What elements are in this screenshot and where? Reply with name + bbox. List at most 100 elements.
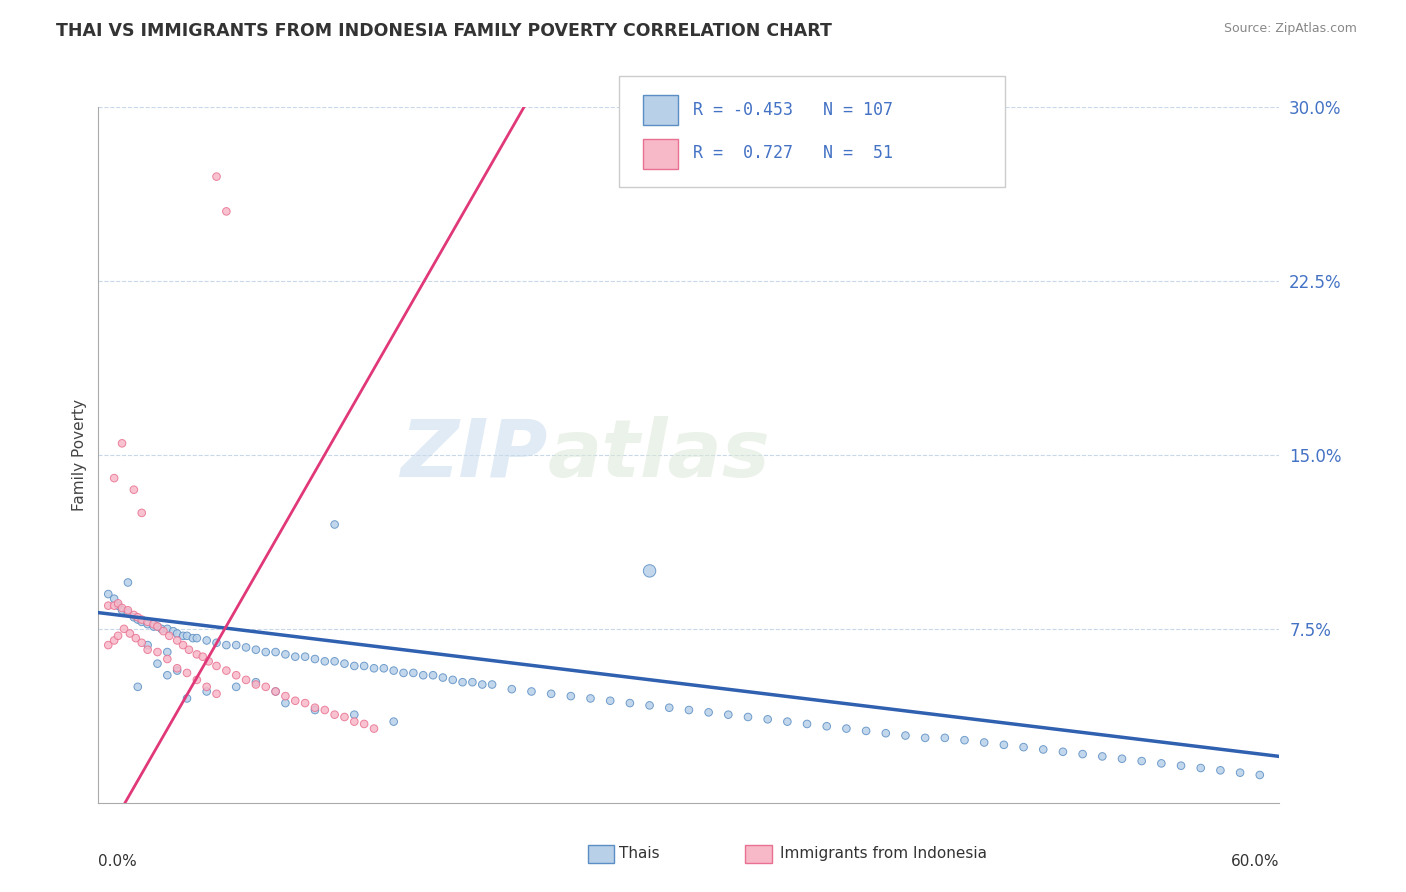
Point [186, 631, 208, 645]
Point [103, 471, 125, 485]
Point [181, 631, 204, 645]
Point [294, 649, 316, 664]
Point [136, 617, 159, 632]
Point [284, 694, 307, 708]
Point [973, 735, 995, 749]
Point [737, 710, 759, 724]
Point [97, 587, 120, 601]
Text: 0.0%: 0.0% [98, 854, 138, 869]
Point [225, 680, 247, 694]
Point [195, 684, 218, 698]
Text: R =  0.727   N =  51: R = 0.727 N = 51 [693, 145, 893, 162]
Point [855, 723, 877, 738]
Point [1052, 745, 1074, 759]
Point [111, 436, 134, 450]
Point [142, 619, 165, 633]
Point [127, 610, 149, 624]
Point [156, 668, 179, 682]
Point [215, 638, 238, 652]
Point [501, 682, 523, 697]
Point [638, 698, 661, 713]
Point [205, 169, 228, 184]
Point [284, 649, 307, 664]
Text: Source: ZipAtlas.com: Source: ZipAtlas.com [1223, 22, 1357, 36]
Point [264, 645, 287, 659]
Point [343, 659, 366, 673]
Point [441, 673, 464, 687]
Point [314, 703, 336, 717]
Point [162, 624, 184, 639]
Point [245, 677, 267, 691]
Point [205, 636, 228, 650]
Point [323, 517, 346, 532]
Point [245, 642, 267, 657]
Point [934, 731, 956, 745]
Point [166, 626, 188, 640]
Point [107, 599, 129, 613]
Point [172, 629, 194, 643]
Point [195, 680, 218, 694]
Point [373, 661, 395, 675]
Point [215, 664, 238, 678]
Point [382, 664, 405, 678]
Point [186, 648, 208, 662]
Point [835, 722, 858, 736]
Point [304, 700, 326, 714]
Point [125, 631, 148, 645]
Point [451, 675, 474, 690]
Point [481, 677, 503, 691]
Point [122, 610, 145, 624]
Point [131, 506, 153, 520]
Point [294, 696, 316, 710]
Point [776, 714, 799, 729]
Point [152, 624, 174, 639]
Point [111, 603, 134, 617]
Point [225, 638, 247, 652]
Point [353, 659, 375, 673]
Point [118, 626, 141, 640]
Text: R = -0.453   N = 107: R = -0.453 N = 107 [693, 101, 893, 119]
Point [127, 613, 149, 627]
Point [619, 696, 641, 710]
Point [97, 599, 120, 613]
Point [402, 665, 425, 680]
Point [1032, 742, 1054, 756]
Point [205, 687, 228, 701]
Point [186, 673, 208, 687]
Point [333, 657, 356, 671]
Point [274, 689, 297, 703]
Point [107, 629, 129, 643]
Point [131, 615, 153, 629]
Point [314, 654, 336, 668]
Point [107, 596, 129, 610]
Point [471, 677, 494, 691]
Point [225, 668, 247, 682]
Point [343, 707, 366, 722]
Text: 60.0%: 60.0% [1232, 854, 1279, 869]
Point [953, 733, 976, 747]
Point [756, 712, 779, 726]
Point [136, 642, 159, 657]
Point [697, 706, 720, 720]
Point [117, 603, 139, 617]
Point [579, 691, 602, 706]
Point [323, 707, 346, 722]
Point [1130, 754, 1153, 768]
Text: THAI VS IMMIGRANTS FROM INDONESIA FAMILY POVERTY CORRELATION CHART: THAI VS IMMIGRANTS FROM INDONESIA FAMILY… [56, 22, 832, 40]
Point [993, 738, 1015, 752]
Point [1189, 761, 1212, 775]
Point [177, 642, 200, 657]
Point [117, 606, 139, 620]
Point [638, 564, 661, 578]
Point [156, 622, 179, 636]
Point [176, 629, 198, 643]
Point [274, 696, 297, 710]
Point [540, 687, 562, 701]
Point [432, 671, 454, 685]
Point [245, 675, 267, 690]
Point [304, 652, 326, 666]
Text: atlas: atlas [547, 416, 770, 494]
Point [815, 719, 838, 733]
Point [1012, 740, 1035, 755]
Point [197, 654, 219, 668]
